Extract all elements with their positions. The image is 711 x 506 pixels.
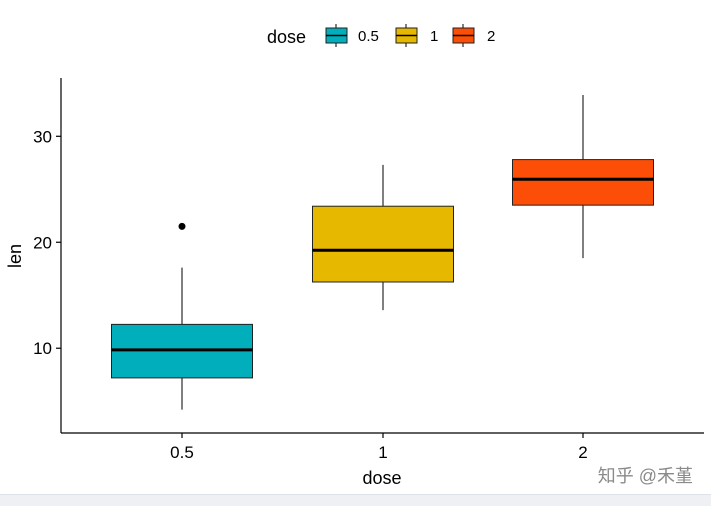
box-group-2 [512,94,654,259]
legend-item-2: 2 [452,24,495,47]
box-group-1 [312,164,454,311]
y-tick-label: 10 [33,339,52,358]
y-ticks: 10 20 30 [33,127,61,358]
y-axis-title: len [5,244,25,268]
y-tick-label: 20 [33,233,52,252]
watermark-text: 知乎 @禾堇 [598,466,693,486]
legend-title: dose [267,27,306,47]
box-rect [312,205,454,283]
legend-item-0.5: 0.5 [325,24,379,47]
x-ticks: 0.5 1 2 [170,433,588,462]
legend-label: 2 [487,28,495,45]
y-tick-label: 30 [33,127,52,146]
x-tick-label: 0.5 [170,443,194,462]
boxes [111,94,654,410]
x-axis-title: dose [362,468,401,488]
bottom-strip [0,494,711,506]
legend-label: 1 [430,28,438,45]
outlier-point [178,222,186,230]
legend-label: 0.5 [358,28,379,45]
legend: dose 0.5 1 2 [267,24,495,47]
legend-item-1: 1 [395,24,438,47]
x-tick-label: 1 [378,443,387,462]
x-tick-label: 2 [578,443,587,462]
legend-items: 0.5 1 2 [325,24,495,47]
box-rect [512,159,654,206]
box-group-0.5 [111,222,253,410]
